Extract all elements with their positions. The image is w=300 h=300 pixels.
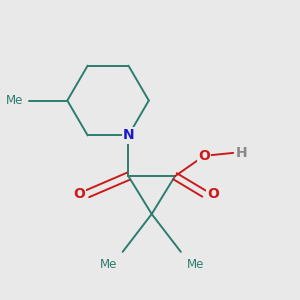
Text: O: O [73, 187, 85, 201]
Text: Me: Me [6, 94, 24, 107]
Text: N: N [123, 128, 134, 142]
Text: H: H [236, 146, 248, 160]
Text: Me: Me [187, 258, 204, 271]
Text: Me: Me [99, 258, 117, 271]
Text: O: O [207, 187, 219, 201]
Text: O: O [198, 149, 210, 163]
